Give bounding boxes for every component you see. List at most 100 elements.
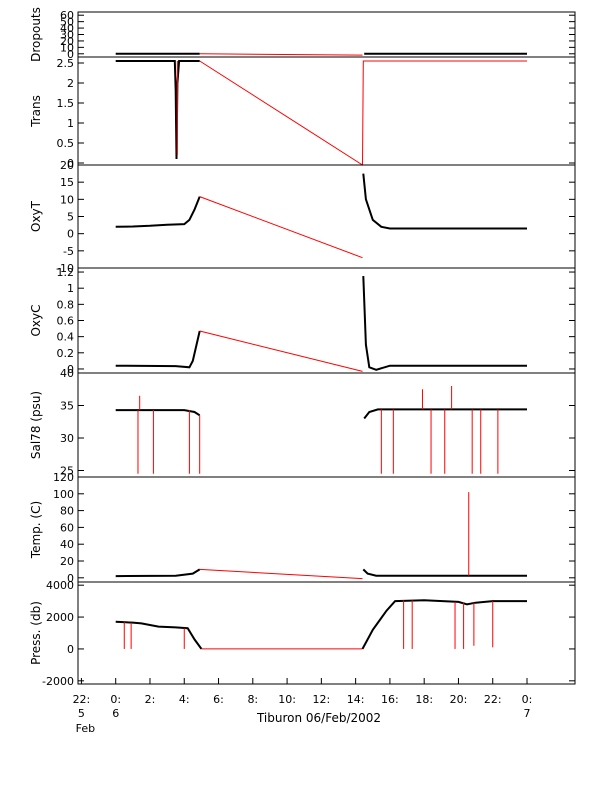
temperature-ytick-label: 120: [53, 471, 74, 484]
series-press-early: [115, 620, 203, 650]
xtick-label: 10:: [278, 693, 296, 706]
trans-ytick-label: 0.5: [57, 137, 75, 150]
temperature-ytick-label: 100: [53, 488, 74, 501]
oxyc-ylabel: OxyC: [29, 304, 43, 336]
salinity-ytick-label: 40: [60, 367, 74, 380]
panel-oxyt: -10 -5 0 5 10 15 20 OxyT: [29, 159, 576, 275]
oxyc-ytick-label: 1: [67, 282, 74, 295]
oxyt-ytick-label: -10: [56, 262, 74, 275]
trans-ytick-label: 1: [67, 117, 74, 130]
xtick-label: 6:: [213, 693, 224, 706]
oxyt-ytick-label: 0: [67, 228, 74, 241]
x-month-label: Feb: [76, 722, 95, 735]
series-press-late: [361, 599, 527, 650]
series-temp-early: [115, 568, 201, 578]
temperature-ytick-label: 80: [60, 505, 74, 518]
dropouts-ytick-label: 60: [60, 9, 74, 22]
xtick-label: 4:: [179, 693, 190, 706]
dropouts-ytick-label: 30: [60, 29, 74, 42]
panel-temperature: 0 20 40 60 80 100 120 Temp. (C): [29, 471, 576, 585]
series-temp-late: [362, 568, 527, 577]
xtick-label: 20:: [450, 693, 468, 706]
xtick-sublabel: 5: [78, 707, 85, 720]
series-oxyc-gap: [199, 330, 363, 372]
temperature-ytick-label: 0: [67, 572, 74, 585]
xtick-label: 22:: [73, 693, 91, 706]
salinity-frame: [77, 372, 576, 478]
oxyt-frame: [77, 164, 576, 269]
xtick-label: 0:: [110, 693, 121, 706]
trans-frame: [77, 56, 576, 166]
series-trans-red: [199, 60, 527, 166]
salinity-ylabel: Sal78 (psu): [29, 391, 43, 459]
xtick-label: 16:: [381, 693, 399, 706]
temperature-ytick-label: 40: [60, 538, 74, 551]
salinity-ytick-label: 25: [60, 465, 74, 478]
temperature-ylabel: Temp. (C): [29, 501, 43, 559]
xtick-label: 2:: [145, 693, 156, 706]
pressure-frame: [77, 581, 576, 685]
series-sal-early: [115, 409, 201, 417]
pressure-ytick-label: 2000: [46, 611, 74, 624]
trans-ytick-label: 2: [67, 77, 74, 90]
panel-oxyc: 0 0.2 0.4 0.6 0.8 1 1.2 OxyC: [29, 266, 576, 376]
xtick-sublabel: 7: [524, 707, 531, 720]
dropouts-frame: [77, 11, 576, 58]
dropouts-ytick-label: 40: [60, 22, 74, 35]
series-oxyt-early: [115, 196, 201, 228]
pressure-ylabel: Press. (db): [29, 601, 43, 665]
series-oxyt-late: [362, 173, 527, 230]
temperature-frame: [77, 476, 576, 583]
oxyc-ytick-label: 0.4: [57, 331, 75, 344]
oxyc-ytick-label: 0.8: [57, 298, 75, 311]
dropouts-ytick-label: 10: [60, 41, 74, 54]
trans-ylabel: Trans: [29, 95, 43, 128]
series-sal-late: [363, 408, 527, 420]
xtick-label: 0:: [522, 693, 533, 706]
series-trans-black: [115, 60, 200, 160]
xtick-label: 12:: [313, 693, 331, 706]
oxyt-ytick-label: 5: [67, 211, 74, 224]
panel-trans: 0 0.5 1 1.5 2 2.5 Trans: [29, 56, 576, 170]
dropouts-ytick-label: 0: [67, 48, 74, 61]
chart-caption: Tiburon 06/Feb/2002: [256, 711, 381, 725]
dropouts-ytick-label: 20: [60, 35, 74, 48]
oxyc-frame: [77, 267, 576, 374]
xtick-label: 8:: [247, 693, 258, 706]
trans-ytick-label: 2.5: [57, 57, 75, 70]
chart-panels: 0102030405060Dropouts00.511.522.5Trans-1…: [29, 7, 576, 688]
pressure-ytick-label: 4000: [46, 579, 74, 592]
x-axis: 22:50:62: 4: 6: 8: 10: 12: 14: 16: 18: 20: 22: 0:7F…: [73, 678, 533, 735]
dropouts-ytick-label: 50: [60, 16, 74, 29]
dropouts-ylabel: Dropouts: [29, 7, 43, 62]
temperature-ytick-label: 20: [60, 555, 74, 568]
panel-salinity: 25 30 35 40 Sal78 (psu): [29, 367, 576, 478]
xtick-label: 22:: [484, 693, 502, 706]
series-oxyc-early: [115, 330, 201, 369]
oxyt-ytick-label: 15: [60, 176, 74, 189]
oxyc-ytick-label: 0.6: [57, 315, 75, 328]
oxyc-ytick-label: 0.2: [57, 347, 75, 360]
pressure-ytick-label: 0: [67, 643, 74, 656]
xtick-label: 14:: [347, 693, 365, 706]
oxyt-ytick-label: 20: [60, 159, 74, 172]
oxyt-ytick-label: 10: [60, 193, 74, 206]
series-dropouts-gap: [199, 53, 363, 56]
salinity-ytick-label: 35: [60, 400, 74, 413]
series-oxyt-gap: [199, 196, 363, 259]
pressure-ytick-label: -2000: [42, 675, 74, 688]
oxyt-ytick-label: -5: [63, 245, 74, 258]
trans-ytick-label: 0: [67, 157, 74, 170]
temperature-ytick-label: 60: [60, 521, 74, 534]
series-oxyc-late: [362, 276, 527, 371]
xtick-label: 18:: [415, 693, 433, 706]
oxyc-ytick-label: 1.2: [57, 266, 75, 279]
oxyc-ytick-label: 0: [67, 363, 74, 376]
salinity-ytick-label: 30: [60, 432, 74, 445]
xtick-sublabel: 6: [112, 707, 119, 720]
oxyt-ylabel: OxyT: [29, 200, 43, 232]
series-temp-gap: [199, 568, 363, 580]
